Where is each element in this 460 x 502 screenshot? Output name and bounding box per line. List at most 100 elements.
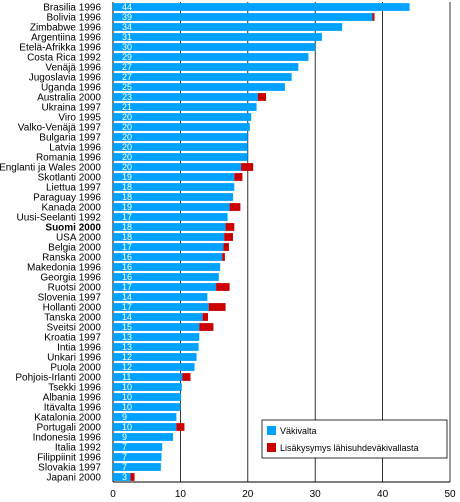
bar-lisakysymys (208, 303, 226, 311)
category-label: Ruotsi 2000 (48, 283, 102, 294)
bar-vakivalta (113, 143, 248, 151)
category-label: Georgia 1996 (40, 273, 101, 284)
category-label: Kanada 2000 (41, 203, 101, 214)
bar-vakivalta (113, 433, 173, 441)
bar-vakivalta (113, 253, 223, 261)
category-label: Latvia 1996 (49, 143, 101, 154)
bar-vakivalta (113, 443, 163, 451)
bar-vakivalta (113, 393, 182, 401)
x-tick-label: 40 (377, 489, 389, 500)
category-label: Albania 1996 (43, 393, 102, 404)
category-label: Puola 2000 (50, 363, 101, 374)
data-label: 18 (122, 222, 132, 232)
gridlines (112, 2, 451, 482)
bar-lisakysymys (216, 283, 230, 291)
category-label: Portugali 2000 (37, 423, 102, 434)
data-label: 16 (122, 272, 132, 282)
bar-vakivalta (113, 33, 322, 41)
category-label: Kroatia 1997 (44, 333, 101, 344)
x-axis: 0 10 20 30 40 50 (110, 481, 456, 500)
bar-vakivalta (113, 173, 235, 181)
data-label: 17 (122, 282, 132, 292)
data-label: 25 (122, 82, 132, 92)
bar-vakivalta (113, 43, 316, 51)
data-label: 15 (122, 322, 132, 332)
data-label: 17 (122, 242, 132, 252)
x-tick-label: 0 (110, 489, 116, 500)
bar-lisakysymys (199, 323, 214, 331)
x-tick-label: 20 (242, 489, 254, 500)
legend-box (261, 419, 448, 459)
data-label: 20 (122, 122, 132, 132)
bar-vakivalta (113, 263, 221, 271)
data-label: 17 (122, 302, 132, 312)
data-label: 17 (122, 212, 132, 222)
category-label: Italia 1992 (55, 443, 102, 454)
data-label: 10 (122, 402, 132, 412)
bar-vakivalta (113, 23, 343, 31)
data-label: 29 (122, 52, 132, 62)
x-tick-label: 30 (310, 489, 322, 500)
bar-vakivalta (113, 73, 292, 81)
bar-lisakysymys (223, 243, 229, 251)
category-label: USA 2000 (56, 233, 101, 244)
category-label: Paraguay 1996 (33, 193, 101, 204)
bar-vakivalta (113, 13, 373, 21)
data-label: 9 (122, 412, 127, 422)
x-tick-label: 10 (175, 489, 187, 500)
category-label: Skotlanti 2000 (38, 173, 102, 184)
category-label: Indonesia 1996 (33, 433, 102, 444)
bar-lisakysymys (224, 233, 233, 241)
bar-vakivalta (113, 333, 200, 341)
bar-vakivalta (113, 123, 250, 131)
data-label: 39 (122, 12, 132, 22)
category-label: Etelä-Afrikka 1996 (19, 43, 101, 54)
data-label: 19 (122, 172, 132, 182)
data-label: 30 (122, 42, 132, 52)
data-label: 20 (122, 162, 132, 172)
bar-vakivalta (113, 353, 197, 361)
bar-vakivalta (113, 403, 181, 411)
bar-lisakysymys (222, 253, 225, 261)
category-label: Belgia 2000 (48, 243, 101, 254)
category-label: Bolivia 1996 (47, 13, 102, 24)
data-label: 20 (122, 112, 132, 122)
category-label: Venäjä 1996 (45, 63, 101, 74)
bar-vakivalta (113, 473, 131, 481)
data-label: 44 (122, 2, 132, 12)
category-label: Itävalta 1996 (44, 403, 102, 414)
bar-vakivalta (113, 463, 161, 471)
bar-vakivalta (113, 273, 219, 281)
category-label: Uganda 1996 (41, 83, 101, 94)
bar-vakivalta (113, 303, 209, 311)
data-label: 12 (122, 362, 132, 372)
data-label: 27 (122, 62, 132, 72)
bar-lisakysymys (257, 93, 266, 101)
bar-lisakysymys (225, 223, 235, 231)
category-label: Intia 1996 (57, 343, 101, 354)
category-label: Japani 2000 (47, 473, 102, 484)
category-label: Viro 1995 (58, 113, 101, 124)
bar-vakivalta (113, 453, 162, 461)
category-label: Hollanti 2000 (43, 303, 102, 314)
bar-vakivalta (113, 293, 208, 301)
data-label: 7 (122, 442, 127, 452)
category-label: Argentiina 1996 (31, 33, 101, 44)
category-label: Filippiinit 1996 (37, 453, 101, 464)
bar-vakivalta (113, 233, 225, 241)
bar-vakivalta (113, 83, 285, 91)
data-label: 21 (122, 102, 132, 112)
category-label: Suomi 2000 (45, 223, 101, 234)
data-label: 18 (122, 232, 132, 242)
data-label: 7 (122, 462, 127, 472)
bar-vakivalta (113, 163, 242, 171)
data-label: 16 (122, 252, 132, 262)
bar-vakivalta (113, 313, 203, 321)
category-label: Australia 2000 (37, 93, 101, 104)
category-label: Bulgaria 1997 (39, 133, 101, 144)
data-label: 10 (122, 392, 132, 402)
bar-vakivalta (113, 113, 252, 121)
bar-vakivalta (113, 323, 200, 331)
category-label: Ranska 2000 (42, 253, 101, 264)
data-label: 31 (122, 32, 132, 42)
